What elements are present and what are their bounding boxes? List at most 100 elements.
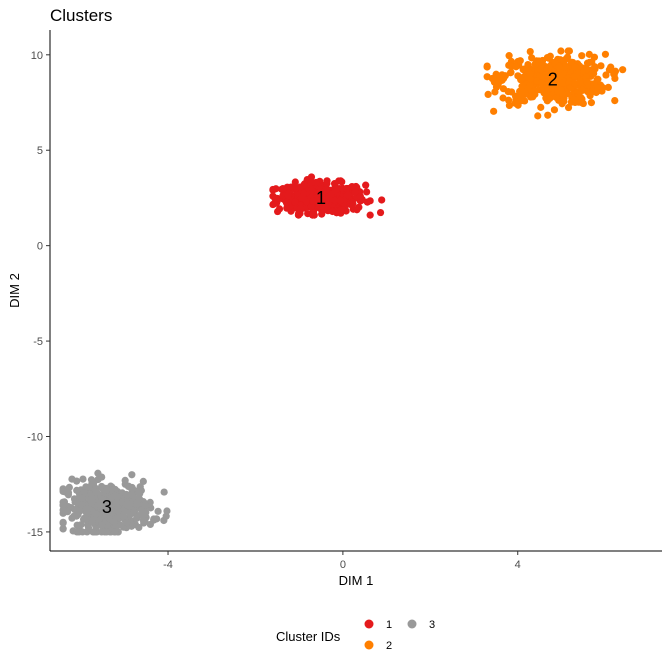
data-point xyxy=(498,71,506,79)
data-point xyxy=(512,63,520,71)
data-point xyxy=(73,486,81,494)
data-point xyxy=(322,186,330,194)
data-point xyxy=(537,103,545,111)
data-point xyxy=(544,111,552,119)
data-point xyxy=(591,63,599,71)
data-point xyxy=(269,185,277,194)
data-point xyxy=(602,71,610,79)
data-point xyxy=(531,60,539,68)
data-point xyxy=(362,181,370,189)
data-point xyxy=(351,188,359,196)
data-point xyxy=(96,501,104,509)
data-point xyxy=(526,47,534,56)
cluster-label: 1 xyxy=(316,188,326,208)
data-point xyxy=(308,211,317,219)
data-point xyxy=(536,65,544,73)
data-point xyxy=(517,94,525,102)
data-point xyxy=(309,197,317,205)
data-point xyxy=(337,206,345,214)
data-point xyxy=(526,70,534,78)
data-point xyxy=(271,194,279,203)
data-point xyxy=(122,490,130,499)
data-point xyxy=(104,500,112,508)
data-point xyxy=(607,63,615,71)
y-tick-label: -10 xyxy=(27,431,43,443)
data-point xyxy=(490,107,498,115)
data-point xyxy=(505,96,513,104)
cluster-3-points xyxy=(59,469,171,536)
data-point xyxy=(282,198,290,206)
data-point xyxy=(336,196,345,205)
legend-key-2 xyxy=(364,640,374,650)
data-point xyxy=(296,205,305,213)
data-point xyxy=(550,80,558,88)
cluster-1-points xyxy=(269,173,386,219)
x-tick-label: 4 xyxy=(515,559,521,571)
data-point xyxy=(511,99,519,107)
data-point xyxy=(537,79,546,87)
data-point xyxy=(338,178,346,186)
data-point xyxy=(303,198,311,206)
data-point xyxy=(78,494,86,502)
data-point xyxy=(599,84,607,92)
data-point xyxy=(71,505,79,514)
data-point xyxy=(273,207,282,216)
data-point xyxy=(550,106,559,114)
data-point xyxy=(543,53,551,62)
data-point xyxy=(363,188,371,196)
data-point xyxy=(585,58,594,66)
data-point xyxy=(113,493,121,501)
data-point xyxy=(307,178,315,186)
data-point xyxy=(578,86,586,94)
cluster-label: 3 xyxy=(102,497,112,517)
data-point xyxy=(300,189,308,197)
data-point xyxy=(99,507,107,516)
data-point xyxy=(556,72,564,81)
data-point xyxy=(103,521,111,529)
data-point xyxy=(330,180,339,188)
data-point xyxy=(279,185,287,193)
y-axis-label: DIM 2 xyxy=(7,273,22,308)
legend: Cluster IDs 1 2 3 xyxy=(276,619,435,652)
x-tick-label: -4 xyxy=(163,559,173,571)
data-point xyxy=(555,63,563,71)
data-point xyxy=(64,508,72,516)
data-point xyxy=(376,208,385,217)
data-point xyxy=(328,207,337,216)
points-layer xyxy=(59,47,627,536)
data-point xyxy=(123,518,131,527)
data-point xyxy=(565,47,574,55)
y-tick-label: -5 xyxy=(33,336,43,348)
data-point xyxy=(526,81,534,89)
y-tick-label: 0 xyxy=(37,241,43,253)
data-point xyxy=(546,94,554,103)
data-point xyxy=(541,71,549,79)
data-point xyxy=(318,210,326,218)
data-point xyxy=(619,66,627,74)
data-point xyxy=(531,87,539,95)
legend-key-1 xyxy=(364,619,374,629)
x-tick-label: 0 xyxy=(340,559,346,571)
data-point xyxy=(484,90,492,98)
data-point xyxy=(154,507,162,515)
data-point xyxy=(94,469,102,477)
data-point xyxy=(291,198,299,206)
data-point xyxy=(111,528,119,536)
data-point xyxy=(560,57,568,65)
data-point xyxy=(342,184,351,193)
data-point xyxy=(77,521,85,529)
chart-title: Clusters xyxy=(50,6,112,25)
data-point xyxy=(570,79,579,87)
data-point xyxy=(135,523,143,532)
data-point xyxy=(59,487,67,496)
legend-label: 1 xyxy=(386,619,392,631)
data-point xyxy=(483,73,491,81)
data-point xyxy=(577,98,585,106)
data-point xyxy=(557,47,565,55)
data-point xyxy=(378,196,386,204)
data-point xyxy=(287,183,295,191)
data-point xyxy=(78,528,87,536)
data-point xyxy=(59,518,67,526)
data-point xyxy=(590,69,598,78)
